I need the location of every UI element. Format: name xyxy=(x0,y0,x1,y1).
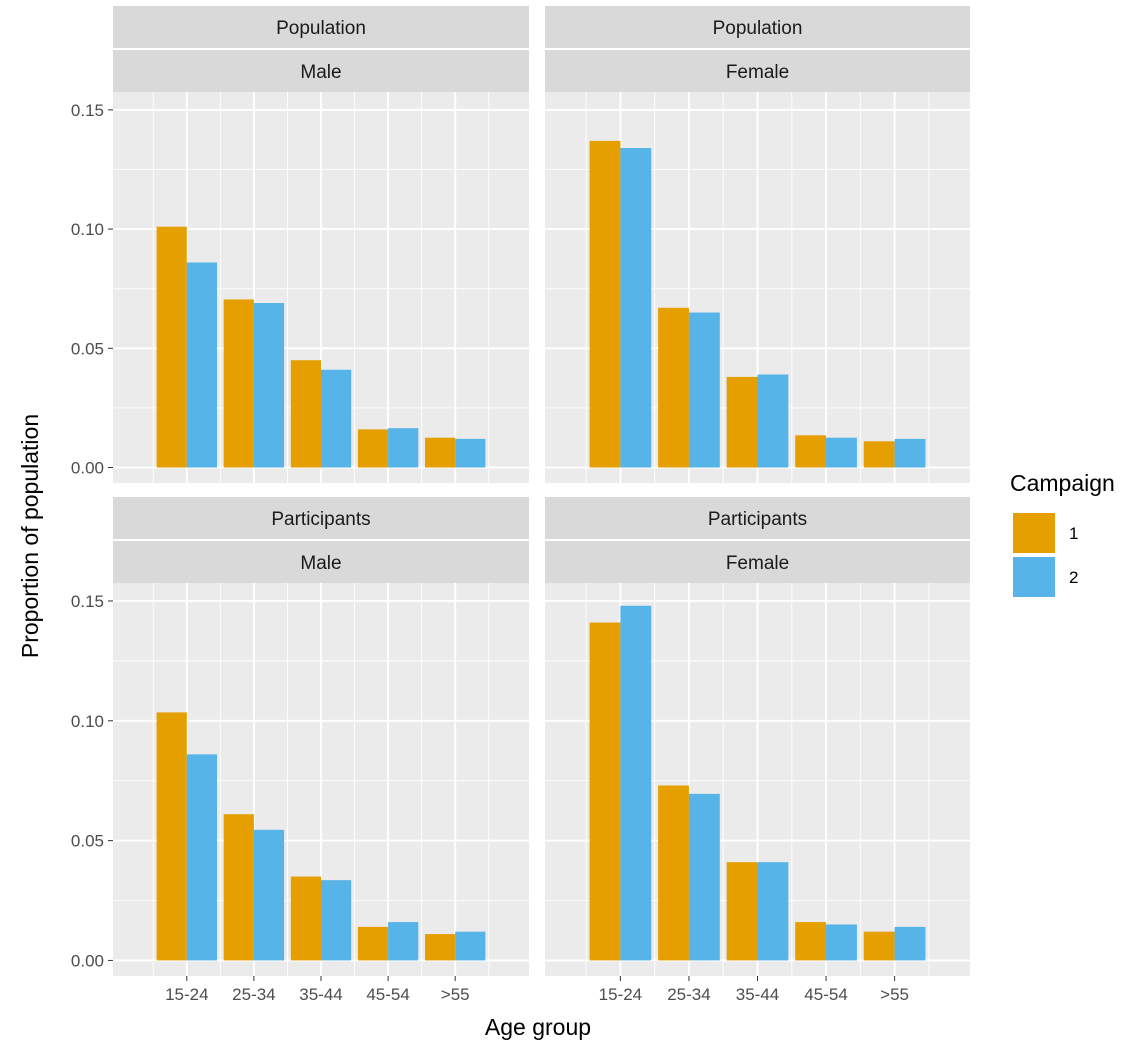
bar-participants-male-campaign-1->55 xyxy=(425,934,456,961)
bar-participants-male-campaign-2-35-44 xyxy=(321,880,352,961)
facet-col-label: Male xyxy=(300,553,341,574)
legend-label-1: 1 xyxy=(1069,524,1078,543)
y-axis-title: Proportion of population xyxy=(17,414,43,658)
x-axis-title: Age group xyxy=(485,1014,591,1040)
facet-panel-2: Population Female xyxy=(545,6,970,483)
bar-participants-male-campaign-2-15-24 xyxy=(186,754,217,961)
facet-strip-col xyxy=(545,541,970,583)
x-tick-label: 15-24 xyxy=(599,985,642,1004)
legend-swatch-2 xyxy=(1013,557,1055,597)
x-tick-label: 15-24 xyxy=(165,985,208,1004)
facet-row-label: Participants xyxy=(271,509,370,530)
bar-participants-female-campaign-2-15-24 xyxy=(620,605,652,961)
bar-participants-female-campaign-2-25-34 xyxy=(688,793,720,961)
bar-participants-male-campaign-2-25-34 xyxy=(253,829,285,961)
bar-population-male-campaign-1-25-34 xyxy=(223,299,254,468)
y-tick-label: 0.15 xyxy=(71,592,104,611)
bar-population-female-campaign-2-15-24 xyxy=(620,148,652,468)
bar-population-male-campaign-2-45-54 xyxy=(388,428,419,468)
x-tick-label: 35-44 xyxy=(736,985,779,1004)
bar-participants-male-campaign-2-45-54 xyxy=(388,922,419,961)
bar-population-female-campaign-2-35-44 xyxy=(757,374,789,468)
bar-population-female-campaign-1-45-54 xyxy=(795,435,827,468)
facet-panel-3: Participants Male 0.00 0.05 0.10 0.15 15-24 25-… xyxy=(71,497,529,1004)
x-tick-label: 25-34 xyxy=(232,985,275,1004)
bar-population-female-campaign-2-45-54 xyxy=(826,437,857,468)
facet-strip-row xyxy=(545,6,970,48)
x-tick-label: >55 xyxy=(880,985,909,1004)
bar-participants-female-campaign-1-15-24 xyxy=(589,622,621,961)
facet-row-label: Population xyxy=(713,18,803,39)
x-tick-label: 35-44 xyxy=(299,985,342,1004)
bar-population-male-campaign-2-25-34 xyxy=(253,302,285,468)
bar-population-male-campaign-1->55 xyxy=(425,437,456,468)
facet-col-label: Female xyxy=(726,553,789,574)
y-tick-label: 0.15 xyxy=(71,101,104,120)
x-tick-label: 25-34 xyxy=(667,985,710,1004)
bar-population-female-campaign-1->55 xyxy=(863,441,895,468)
bar-participants-male-campaign-1-45-54 xyxy=(357,926,389,961)
bar-participants-female-campaign-1-25-34 xyxy=(658,785,689,961)
bar-population-male-campaign-1-35-44 xyxy=(290,360,321,468)
bar-participants-male-campaign-1-35-44 xyxy=(290,876,321,961)
bar-population-male-campaign-2->55 xyxy=(455,438,486,468)
bar-population-female-campaign-1-35-44 xyxy=(726,376,758,468)
bar-participants-male-campaign-2->55 xyxy=(455,931,486,961)
facet-row-label: Participants xyxy=(708,509,807,530)
bar-participants-female-campaign-2-35-44 xyxy=(757,862,789,961)
bar-population-male-campaign-1-15-24 xyxy=(156,226,187,468)
x-tick-label: 45-54 xyxy=(804,985,847,1004)
bar-population-female-campaign-2-25-34 xyxy=(688,312,720,468)
legend-label-2: 2 xyxy=(1069,568,1078,587)
x-tick-label: 45-54 xyxy=(366,985,409,1004)
facet-panel-1: Population Male 0.00 0.05 0.10 0.15 xyxy=(71,6,529,483)
bar-participants-male-campaign-1-25-34 xyxy=(223,814,254,961)
facet-strip-col xyxy=(113,541,529,583)
x-tick-label: >55 xyxy=(441,985,470,1004)
bar-participants-female-campaign-2->55 xyxy=(894,926,926,961)
facet-strip-col xyxy=(113,50,529,92)
facet-strip-col xyxy=(545,50,970,92)
y-tick-label: 0.10 xyxy=(71,220,104,239)
legend-title: Campaign xyxy=(1010,470,1115,496)
facet-strip-row xyxy=(113,497,529,539)
bar-population-male-campaign-2-15-24 xyxy=(186,262,217,468)
bar-participants-female-campaign-1-45-54 xyxy=(795,922,827,961)
facet-row-label: Population xyxy=(276,18,366,39)
bar-participants-female-campaign-2-45-54 xyxy=(826,924,857,961)
bar-participants-female-campaign-1->55 xyxy=(863,931,895,961)
legend-swatch-1 xyxy=(1013,513,1055,553)
y-tick-label: 0.00 xyxy=(71,459,104,478)
y-tick-label: 0.10 xyxy=(71,712,104,731)
facet-strip-row xyxy=(545,497,970,539)
bar-population-female-campaign-1-25-34 xyxy=(658,307,689,468)
bar-participants-female-campaign-1-35-44 xyxy=(726,862,758,961)
bar-population-male-campaign-2-35-44 xyxy=(321,369,352,468)
facet-panel-4: Participants Female 15-24 25-34 35-44 45-54 >5… xyxy=(545,497,970,1004)
y-tick-label: 0.00 xyxy=(71,951,104,970)
y-tick-label: 0.05 xyxy=(71,339,104,358)
bar-population-female-campaign-2->55 xyxy=(894,438,926,468)
y-tick-label: 0.05 xyxy=(71,832,104,851)
bar-population-female-campaign-1-15-24 xyxy=(589,140,621,468)
bar-population-male-campaign-1-45-54 xyxy=(357,429,389,468)
facet-col-label: Male xyxy=(300,62,341,83)
facet-col-label: Female xyxy=(726,62,789,83)
bar-participants-male-campaign-1-15-24 xyxy=(156,712,187,961)
facet-strip-row xyxy=(113,6,529,48)
